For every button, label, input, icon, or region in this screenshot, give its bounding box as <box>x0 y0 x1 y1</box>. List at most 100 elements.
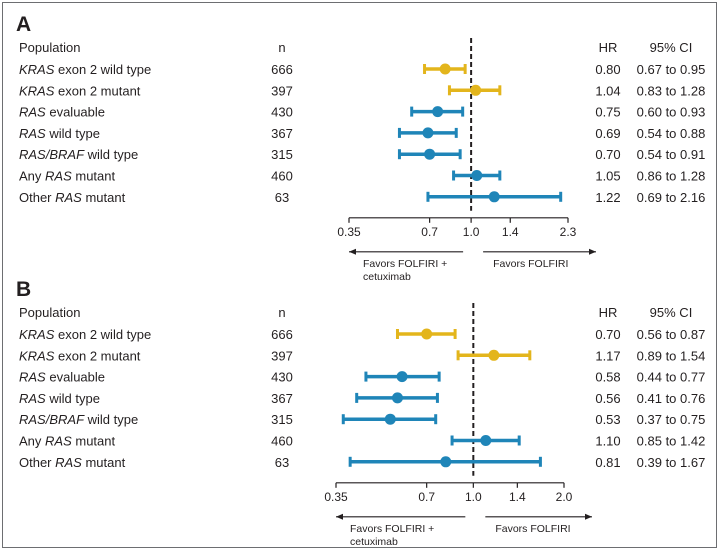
hr-value: 1.05 <box>595 169 620 184</box>
x-tick-label: 0.35 <box>324 490 348 504</box>
ci-value: 0.69 to 2.16 <box>637 190 706 205</box>
hr-header: HR <box>599 40 618 55</box>
hr-point <box>480 435 492 446</box>
population-label: Other RAS mutant <box>19 190 126 205</box>
x-tick-label: 0.7 <box>418 490 435 504</box>
population-label: RAS evaluable <box>19 105 105 120</box>
ci-value: 0.54 to 0.91 <box>637 147 706 162</box>
hr-point <box>471 170 483 181</box>
n-header: n <box>278 305 285 320</box>
label-suffix: exon 2 mutant <box>54 348 140 363</box>
label-prefix: Any <box>19 169 45 184</box>
population-label: KRAS exon 2 mutant <box>19 348 141 363</box>
n-header: n <box>278 40 285 55</box>
hr-point <box>470 84 482 96</box>
label-suffix: evaluable <box>46 105 105 120</box>
gene-name: RAS <box>19 105 46 120</box>
ci-value: 0.67 to 0.95 <box>637 62 706 77</box>
n-value: 460 <box>271 169 293 184</box>
n-value: 397 <box>271 348 293 363</box>
population-label: RAS/BRAF wild type <box>19 147 138 162</box>
gene-name: RAS/BRAF <box>19 147 85 162</box>
gene-name: RAS <box>19 391 46 406</box>
hr-value: 1.17 <box>595 348 620 363</box>
favors-left-label: Favors FOLFIRI + <box>350 523 434 535</box>
n-value: 315 <box>271 412 293 427</box>
hr-point <box>488 349 500 361</box>
gene-name: RAS <box>45 169 72 184</box>
n-value: 367 <box>271 391 293 406</box>
hr-value: 0.80 <box>595 62 620 77</box>
population-header: Population <box>19 305 80 320</box>
population-label: KRAS exon 2 wild type <box>19 62 151 77</box>
ci-value: 0.83 to 1.28 <box>637 83 706 98</box>
gene-name: KRAS <box>19 62 55 77</box>
gene-name: RAS <box>55 190 82 205</box>
hr-point <box>422 127 434 139</box>
hr-value: 0.58 <box>595 370 620 385</box>
label-suffix: wild type <box>84 147 138 162</box>
hr-value: 0.81 <box>595 455 620 470</box>
hr-value: 1.22 <box>595 190 620 205</box>
label-prefix: Any <box>19 434 45 449</box>
gene-name: RAS <box>19 370 46 385</box>
hr-point <box>439 63 451 75</box>
ci-header: 95% CI <box>650 40 693 55</box>
hr-value: 0.70 <box>595 147 620 162</box>
ci-value: 0.54 to 0.88 <box>637 126 706 141</box>
ci-value: 0.41 to 0.76 <box>637 391 706 406</box>
population-label: Any RAS mutant <box>19 434 115 449</box>
n-value: 460 <box>271 434 293 449</box>
population-label: KRAS exon 2 mutant <box>19 83 141 98</box>
hr-value: 1.04 <box>595 83 620 98</box>
hr-header: HR <box>599 305 618 320</box>
label-suffix: wild type <box>84 412 138 427</box>
n-value: 63 <box>275 455 289 470</box>
n-value: 666 <box>271 62 293 77</box>
n-value: 397 <box>271 83 293 98</box>
x-tick-label: 2.0 <box>556 490 573 504</box>
favors-right-label: Favors FOLFIRI <box>493 258 568 270</box>
gene-name: RAS <box>55 455 82 470</box>
population-label: RAS/BRAF wild type <box>19 412 138 427</box>
gene-name: RAS <box>19 126 46 141</box>
label-suffix: mutant <box>72 434 116 449</box>
panel-letter: A <box>16 13 31 36</box>
population-label: KRAS exon 2 wild type <box>19 327 151 342</box>
ci-value: 0.39 to 1.67 <box>637 455 706 470</box>
hr-value: 0.56 <box>595 391 620 406</box>
gene-name: KRAS <box>19 83 55 98</box>
ci-value: 0.89 to 1.54 <box>637 348 706 363</box>
panel-a: A Population n HR 95% CI KRAS exon 2 wild typ… <box>16 13 705 283</box>
x-tick-label: 0.7 <box>421 225 438 239</box>
favors-left-label: Favors FOLFIRI + <box>363 258 447 270</box>
hr-point <box>384 413 396 425</box>
ci-header: 95% CI <box>650 305 693 320</box>
label-suffix: mutant <box>82 190 126 205</box>
label-suffix: exon 2 mutant <box>54 83 140 98</box>
n-value: 666 <box>271 327 293 342</box>
hr-point <box>424 148 436 160</box>
hr-value: 0.69 <box>595 126 620 141</box>
population-header: Population <box>19 40 80 55</box>
panel-b: B Population n HR 95% CI KRAS exon 2 wild typ… <box>16 278 705 548</box>
population-label: Any RAS mutant <box>19 169 115 184</box>
label-suffix: mutant <box>72 169 116 184</box>
gene-name: RAS <box>45 434 72 449</box>
x-tick-label: 1.4 <box>509 490 526 504</box>
n-value: 63 <box>275 190 289 205</box>
n-value: 430 <box>271 370 293 385</box>
ci-value: 0.85 to 1.42 <box>637 434 706 449</box>
gene-name: RAS/BRAF <box>19 412 85 427</box>
panel-letter: B <box>16 278 31 301</box>
hr-point <box>391 392 403 404</box>
x-tick-label: 2.3 <box>560 225 577 239</box>
x-tick-label: 1.0 <box>463 225 480 239</box>
n-value: 315 <box>271 147 293 162</box>
favors-right-label: Favors FOLFIRI <box>495 523 570 535</box>
n-value: 430 <box>271 105 293 120</box>
ci-value: 0.37 to 0.75 <box>637 412 706 427</box>
label-suffix: wild type <box>46 391 100 406</box>
